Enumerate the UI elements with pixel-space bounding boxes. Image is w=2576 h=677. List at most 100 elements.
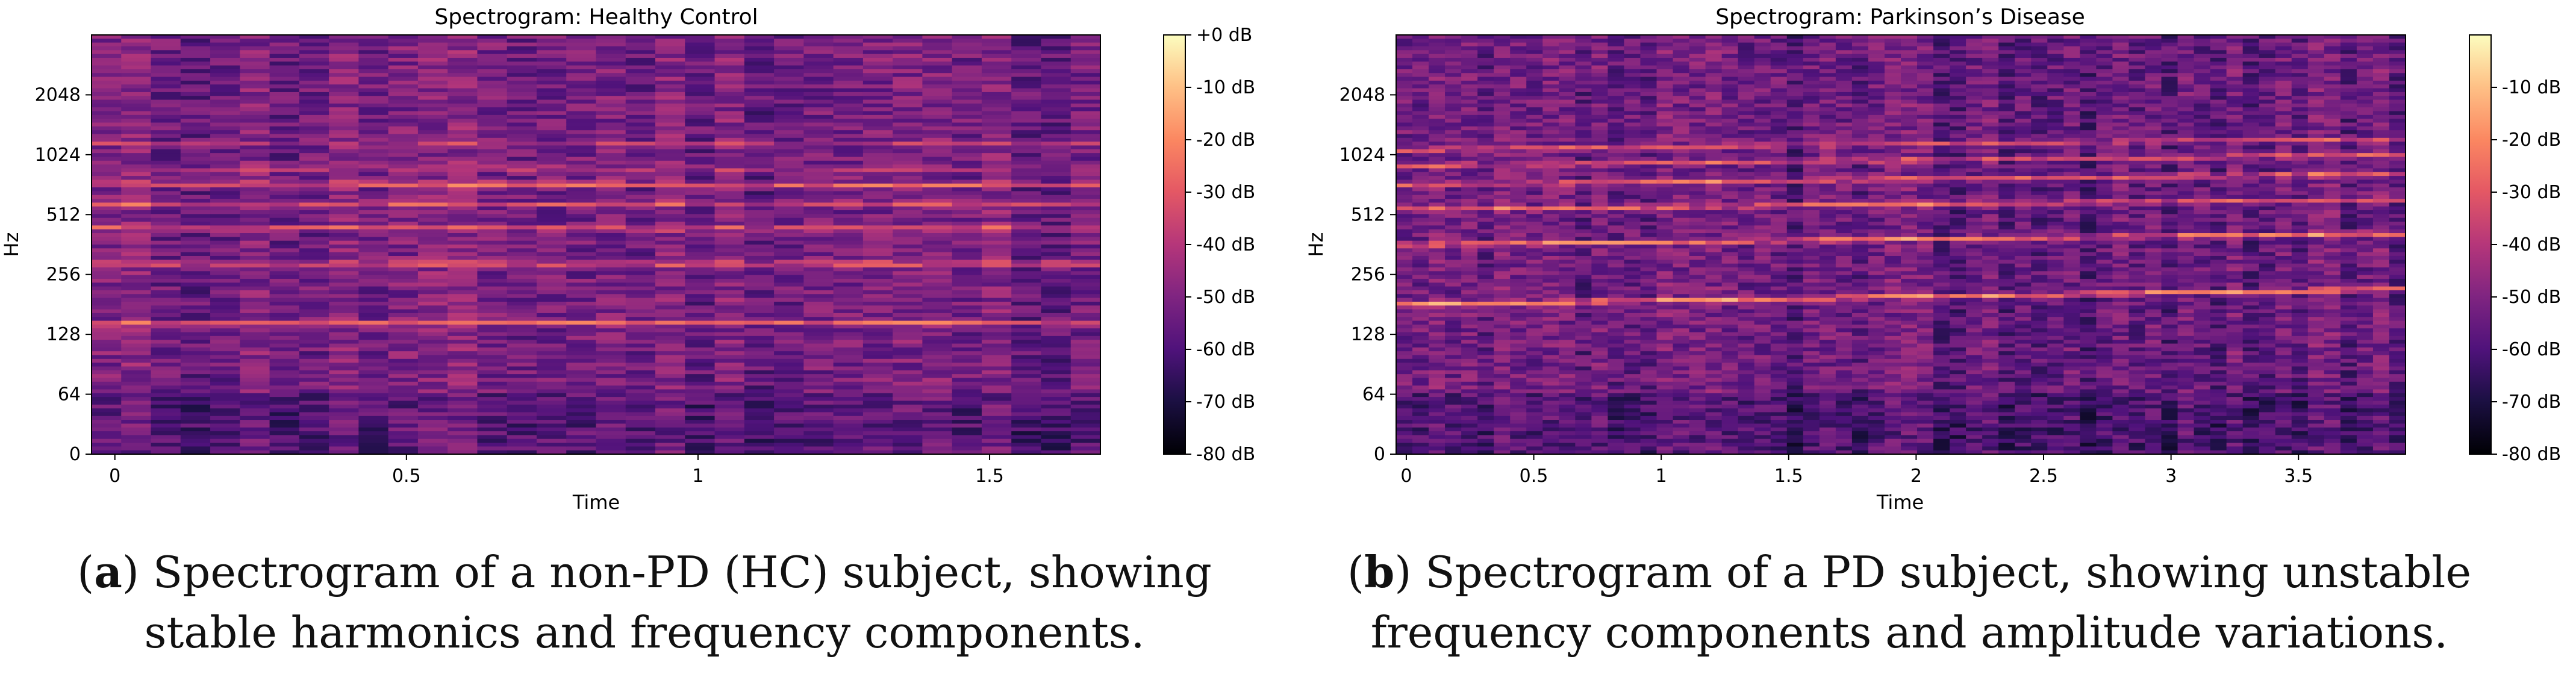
heatmap-cell: [1559, 404, 1576, 409]
heatmap-cell: [299, 420, 329, 424]
heatmap-cell: [269, 347, 300, 352]
heatmap-cell: [417, 393, 448, 398]
heatmap-cell: [240, 412, 270, 417]
heatmap-cell: [269, 443, 300, 447]
heatmap-cell: [448, 187, 478, 192]
heatmap-cell: [1445, 35, 1462, 39]
heatmap-cell: [121, 233, 152, 237]
heatmap-cell: [566, 263, 597, 268]
heatmap-cell: [566, 420, 597, 424]
heatmap-cell: [269, 252, 300, 257]
heatmap-cell: [269, 214, 300, 219]
heatmap-cell: [1526, 298, 1543, 302]
heatmap-cell: [1510, 435, 1527, 440]
heatmap-cell: [477, 84, 508, 89]
heatmap-cell: [358, 385, 389, 390]
heatmap-cell: [1445, 88, 1462, 93]
heatmap-cell: [1461, 450, 1478, 455]
heatmap-cell: [1510, 126, 1527, 131]
heatmap-cell: [240, 187, 270, 192]
heatmap-cell: [774, 301, 804, 306]
heatmap-cell: [1526, 222, 1543, 226]
heatmap-cell: [833, 443, 864, 447]
heatmap-cell: [981, 301, 1012, 306]
heatmap-cell: [1542, 88, 1559, 93]
heatmap-cell: [833, 88, 864, 93]
heatmap-cell: [240, 355, 270, 360]
heatmap-cell: [417, 206, 448, 211]
heatmap-cell: [1412, 111, 1429, 116]
heatmap-cell: [1477, 145, 1494, 150]
heatmap-cell: [1461, 378, 1478, 382]
heatmap-cell: [1041, 431, 1071, 435]
heatmap-cell: [803, 84, 834, 89]
heatmap-cell: [893, 111, 923, 116]
heatmap-cell: [151, 435, 181, 440]
heatmap-cell: [121, 374, 152, 379]
heatmap-cell: [893, 397, 923, 402]
heatmap-cell: [507, 172, 537, 176]
heatmap-cell: [714, 271, 745, 276]
heatmap-cell: [1429, 229, 1445, 234]
heatmap-cell: [1477, 122, 1494, 127]
heatmap-cell: [625, 290, 656, 295]
heatmap-cell: [1429, 191, 1445, 196]
heatmap-cell: [240, 343, 270, 348]
heatmap-cell: [477, 332, 508, 337]
heatmap-cell: [536, 80, 567, 85]
heatmap-cell: [685, 358, 716, 363]
heatmap-cell: [1041, 282, 1071, 287]
heatmap-cell: [1494, 378, 1511, 382]
heatmap-cell: [240, 237, 270, 242]
heatmap-cell: [655, 332, 685, 337]
heatmap-cell: [299, 157, 329, 161]
heatmap-cell: [1396, 313, 1413, 317]
heatmap-cell: [299, 233, 329, 237]
heatmap-cell: [210, 271, 240, 276]
heatmap-cell: [625, 84, 656, 89]
heatmap-cell: [566, 191, 597, 196]
heatmap-cell: [1510, 389, 1527, 394]
heatmap-cell: [1041, 343, 1071, 348]
heatmap-cell: [1559, 252, 1576, 257]
heatmap-cell: [210, 172, 240, 176]
heatmap-cell: [1041, 65, 1071, 70]
heatmap-cell: [1526, 107, 1543, 112]
heatmap-cell: [685, 416, 716, 420]
heatmap-cell: [210, 397, 240, 402]
heatmap-cell: [744, 358, 775, 363]
heatmap-cell: [1396, 84, 1413, 89]
heatmap-cell: [952, 290, 982, 295]
heatmap-cell: [981, 389, 1012, 394]
heatmap-cell: [1429, 187, 1445, 192]
heatmap-cell: [417, 96, 448, 101]
heatmap-cell: [714, 408, 745, 413]
heatmap-cell: [1559, 263, 1576, 268]
heatmap-cell: [536, 301, 567, 306]
heatmap-cell: [893, 191, 923, 196]
heatmap-cell: [477, 324, 508, 329]
heatmap-cell: [1461, 88, 1478, 93]
heatmap-cell: [1070, 176, 1101, 181]
heatmap-cell: [1526, 343, 1543, 348]
heatmap-cell: [744, 282, 775, 287]
heatmap-cell: [862, 420, 893, 424]
heatmap-cell: [151, 122, 181, 127]
heatmap-cell: [1396, 65, 1413, 70]
heatmap-cell: [299, 324, 329, 329]
heatmap-cell: [240, 69, 270, 73]
heatmap-cell: [981, 240, 1012, 245]
heatmap-cell: [388, 229, 419, 234]
heatmap-cell: [952, 54, 982, 58]
heatmap-cell: [1445, 374, 1462, 379]
heatmap-cell: [1477, 450, 1494, 455]
heatmap-cell: [1070, 217, 1101, 222]
heatmap-cell: [1011, 199, 1042, 203]
heatmap-cell: [685, 176, 716, 181]
heatmap-cell: [269, 416, 300, 420]
heatmap-cell: [744, 401, 775, 405]
heatmap-cell: [625, 294, 656, 299]
heatmap-cell: [774, 313, 804, 317]
heatmap-cell: [1011, 335, 1042, 340]
heatmap-cell: [1041, 351, 1071, 356]
